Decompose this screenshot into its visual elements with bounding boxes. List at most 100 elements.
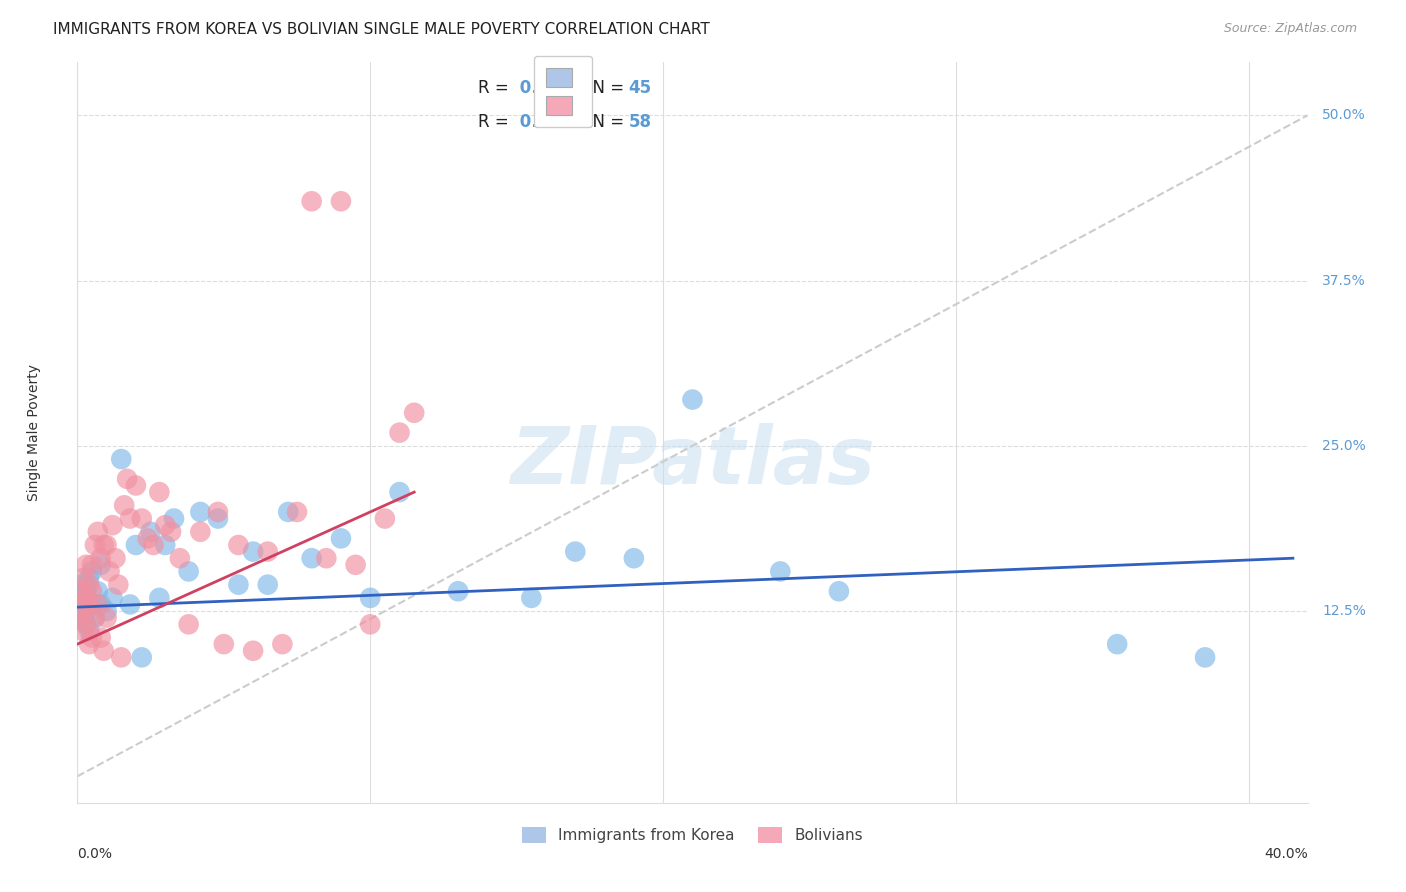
Point	[177, 617, 200, 632]
Point	[80, 598, 103, 612]
Point	[80, 584, 103, 599]
Point	[212, 637, 235, 651]
Text: 37.5%: 37.5%	[1323, 274, 1367, 287]
Point	[769, 565, 792, 579]
Point	[285, 505, 308, 519]
Point	[75, 558, 97, 572]
Point	[136, 532, 159, 546]
Point	[256, 544, 278, 558]
Point	[207, 511, 229, 525]
Point	[84, 611, 107, 625]
Point	[301, 194, 323, 209]
Point	[69, 577, 91, 591]
Text: N =: N =	[582, 79, 628, 97]
Point	[374, 511, 396, 525]
Text: Single Male Poverty: Single Male Poverty	[27, 364, 41, 501]
Point	[77, 598, 100, 612]
Point	[104, 551, 127, 566]
Point	[80, 558, 103, 572]
Point	[131, 650, 153, 665]
Point	[75, 617, 97, 632]
Point	[72, 591, 94, 605]
Point	[69, 598, 91, 612]
Point	[93, 538, 115, 552]
Point	[115, 472, 138, 486]
Point	[242, 644, 264, 658]
Point	[69, 598, 91, 612]
Point	[72, 611, 94, 625]
Point	[188, 524, 212, 539]
Point	[120, 511, 141, 525]
Point	[101, 518, 124, 533]
Point	[80, 631, 103, 645]
Point	[139, 524, 162, 539]
Point	[242, 544, 264, 558]
Point	[256, 577, 278, 591]
Text: 50.0%: 50.0%	[1323, 108, 1367, 122]
Point	[101, 591, 124, 605]
Point	[96, 604, 118, 618]
Point	[271, 637, 294, 651]
Point	[72, 624, 94, 638]
Point	[277, 505, 299, 519]
Point	[72, 571, 94, 585]
Point	[90, 631, 112, 645]
Point	[329, 194, 352, 209]
Point	[75, 584, 97, 599]
Point	[207, 505, 229, 519]
Point	[447, 584, 470, 599]
Point	[301, 551, 323, 566]
Point	[148, 485, 170, 500]
Text: 0.258: 0.258	[515, 112, 572, 130]
Text: 45: 45	[628, 79, 651, 97]
Point	[682, 392, 704, 407]
Point	[344, 558, 367, 572]
Point	[77, 577, 100, 591]
Point	[1107, 637, 1129, 651]
Point	[96, 538, 118, 552]
Point	[110, 452, 132, 467]
Point	[75, 604, 97, 618]
Point	[520, 591, 543, 605]
Point	[564, 544, 586, 558]
Text: 58: 58	[628, 112, 651, 130]
Point	[388, 485, 411, 500]
Point	[142, 538, 165, 552]
Point	[90, 551, 112, 566]
Point	[98, 565, 121, 579]
Point	[623, 551, 645, 566]
Point	[160, 524, 183, 539]
Point	[153, 538, 177, 552]
Point	[188, 505, 212, 519]
Point	[329, 532, 352, 546]
Point	[84, 611, 107, 625]
Point	[153, 518, 177, 533]
Point	[163, 511, 186, 525]
Point	[404, 406, 426, 420]
Text: 0.110: 0.110	[515, 79, 572, 97]
Point	[125, 478, 148, 492]
Point	[228, 577, 250, 591]
Point	[87, 598, 110, 612]
Text: R =: R =	[478, 112, 515, 130]
Point	[77, 571, 100, 585]
Text: 12.5%: 12.5%	[1323, 604, 1367, 618]
Point	[110, 650, 132, 665]
Point	[90, 598, 112, 612]
Point	[69, 611, 91, 625]
Text: N =: N =	[582, 112, 628, 130]
Point	[125, 538, 148, 552]
Point	[69, 584, 91, 599]
Text: 25.0%: 25.0%	[1323, 439, 1367, 453]
Point	[228, 538, 250, 552]
Text: IMMIGRANTS FROM KOREA VS BOLIVIAN SINGLE MALE POVERTY CORRELATION CHART: IMMIGRANTS FROM KOREA VS BOLIVIAN SINGLE…	[53, 22, 710, 37]
Point	[107, 577, 129, 591]
Point	[388, 425, 411, 440]
Point	[87, 524, 110, 539]
Point	[359, 617, 381, 632]
Point	[72, 604, 94, 618]
Point	[75, 591, 97, 605]
Text: R =: R =	[478, 79, 515, 97]
Point	[96, 611, 118, 625]
Point	[93, 644, 115, 658]
